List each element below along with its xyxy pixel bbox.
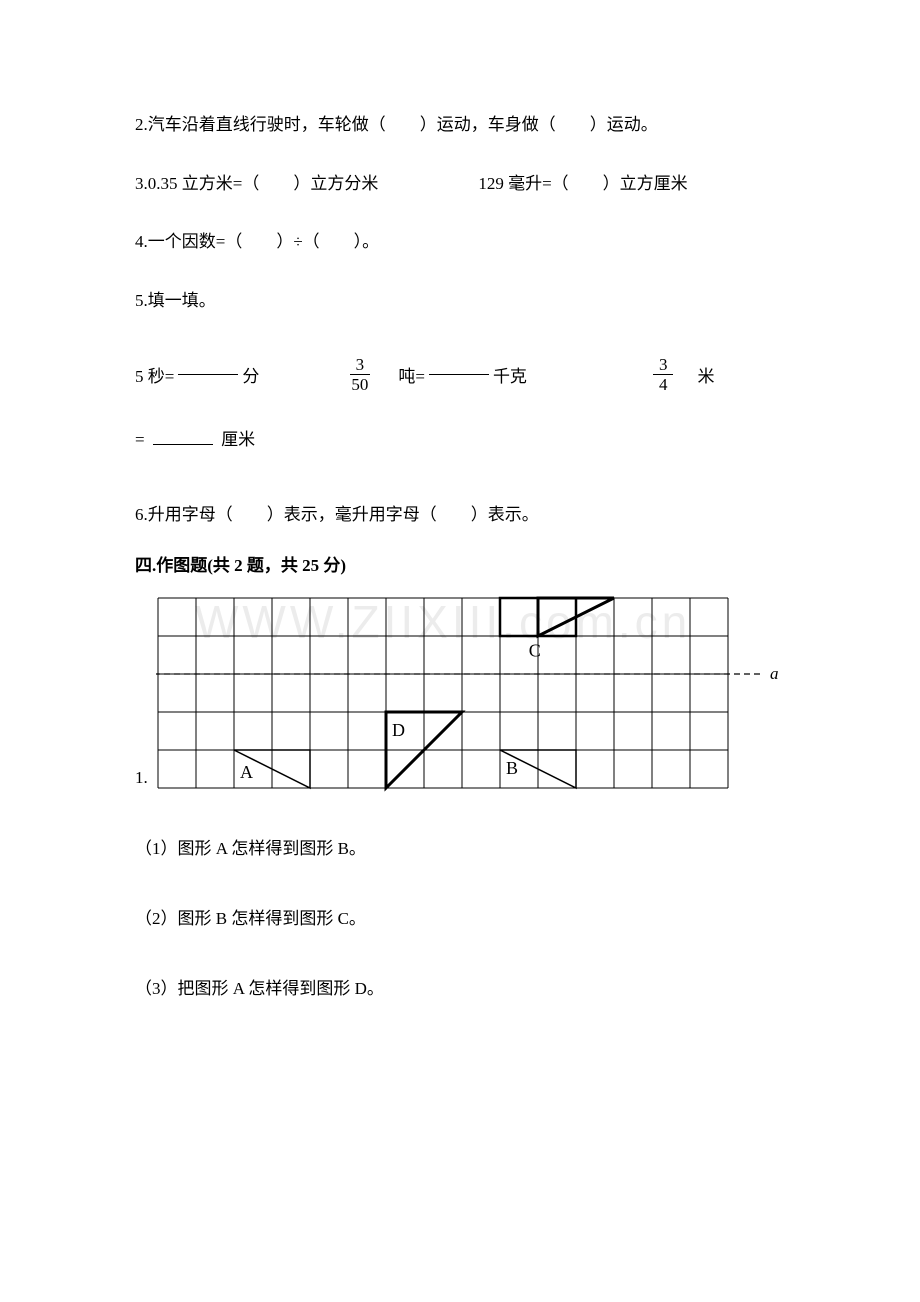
seconds-pre: 5 秒= [135,362,174,387]
meter-unit: 米 [697,362,714,387]
svg-text:D: D [392,720,405,740]
drawing-question-1: 1. aAODBC [135,596,785,794]
q6-text: 升用字母（ ）表示，毫升用字母（ ）表示。 [148,505,539,524]
question-3: 3.0.35 立方米=（ ）立方分米 129 毫升=（ ）立方厘米 [135,169,785,200]
cm-eq: = [135,430,145,449]
page-content: 2.汽车沿着直线行驶时，车轮做（ ）运动，车身做（ ）运动。 3.0.35 立方… [0,0,920,999]
kg-unit: 千克 [493,362,527,387]
drawing-q1-number: 1. [135,768,148,794]
ton-denominator: 50 [345,375,374,393]
q5-text: 填一填。 [148,291,216,310]
question-6: 6.升用字母（ ）表示，毫升用字母（ ）表示。 [135,500,785,531]
meter-item: 3 4 米 [647,356,715,393]
q3-number: 3. [135,174,148,193]
meter-numerator: 3 [653,356,674,375]
ton-fraction: 3 50 [345,356,374,393]
grid-diagram: aAODBC [156,596,786,794]
svg-text:a: a [770,664,779,683]
sub-question-1: （1）图形 A 怎样得到图形 B。 [135,834,785,859]
question-2: 2.汽车沿着直线行驶时，车轮做（ ）运动，车身做（ ）运动。 [135,110,785,141]
svg-text:C: C [529,640,541,660]
q2-text: 汽车沿着直线行驶时，车轮做（ ）运动，车身做（ ）运动。 [148,115,658,134]
cm-unit: 厘米 [221,430,255,449]
sub-question-2: （2）图形 B 怎样得到图形 C。 [135,904,785,929]
sub-question-3: （3）把图形 A 怎样得到图形 D。 [135,974,785,999]
ton-item: 3 50 吨= 千克 [339,356,527,393]
ton-unit: 吨= [398,362,425,387]
cm-row: = 厘米 [135,425,785,450]
seconds-blank [178,374,238,375]
question-5: 5.填一填。 [135,286,785,317]
section-4-header: 四.作图题(共 2 题，共 25 分) [135,551,785,576]
meter-fraction: 3 4 [653,356,674,393]
q2-number: 2. [135,115,148,134]
cm-blank [153,444,213,445]
q4-number: 4. [135,232,148,251]
q4-text: 一个因数=（ ）÷（ ）。 [148,232,379,251]
q3-text-2: 129 毫升=（ ）立方厘米 [478,174,687,193]
svg-text:B: B [506,758,518,778]
svg-text:A: A [240,762,253,782]
unit-conversion-row: 5 秒= 分 3 50 吨= 千克 3 4 米 [135,356,785,393]
seconds-item: 5 秒= 分 [135,362,259,387]
q3-text-1: 0.35 立方米=（ ）立方分米 [148,174,379,193]
grid-svg: aAODBC [156,596,786,794]
ton-numerator: 3 [350,356,371,375]
q5-number: 5. [135,291,148,310]
seconds-post: 分 [242,362,259,387]
q6-number: 6. [135,505,148,524]
meter-denominator: 4 [653,375,674,393]
ton-blank [429,374,489,375]
question-4: 4.一个因数=（ ）÷（ ）。 [135,227,785,258]
